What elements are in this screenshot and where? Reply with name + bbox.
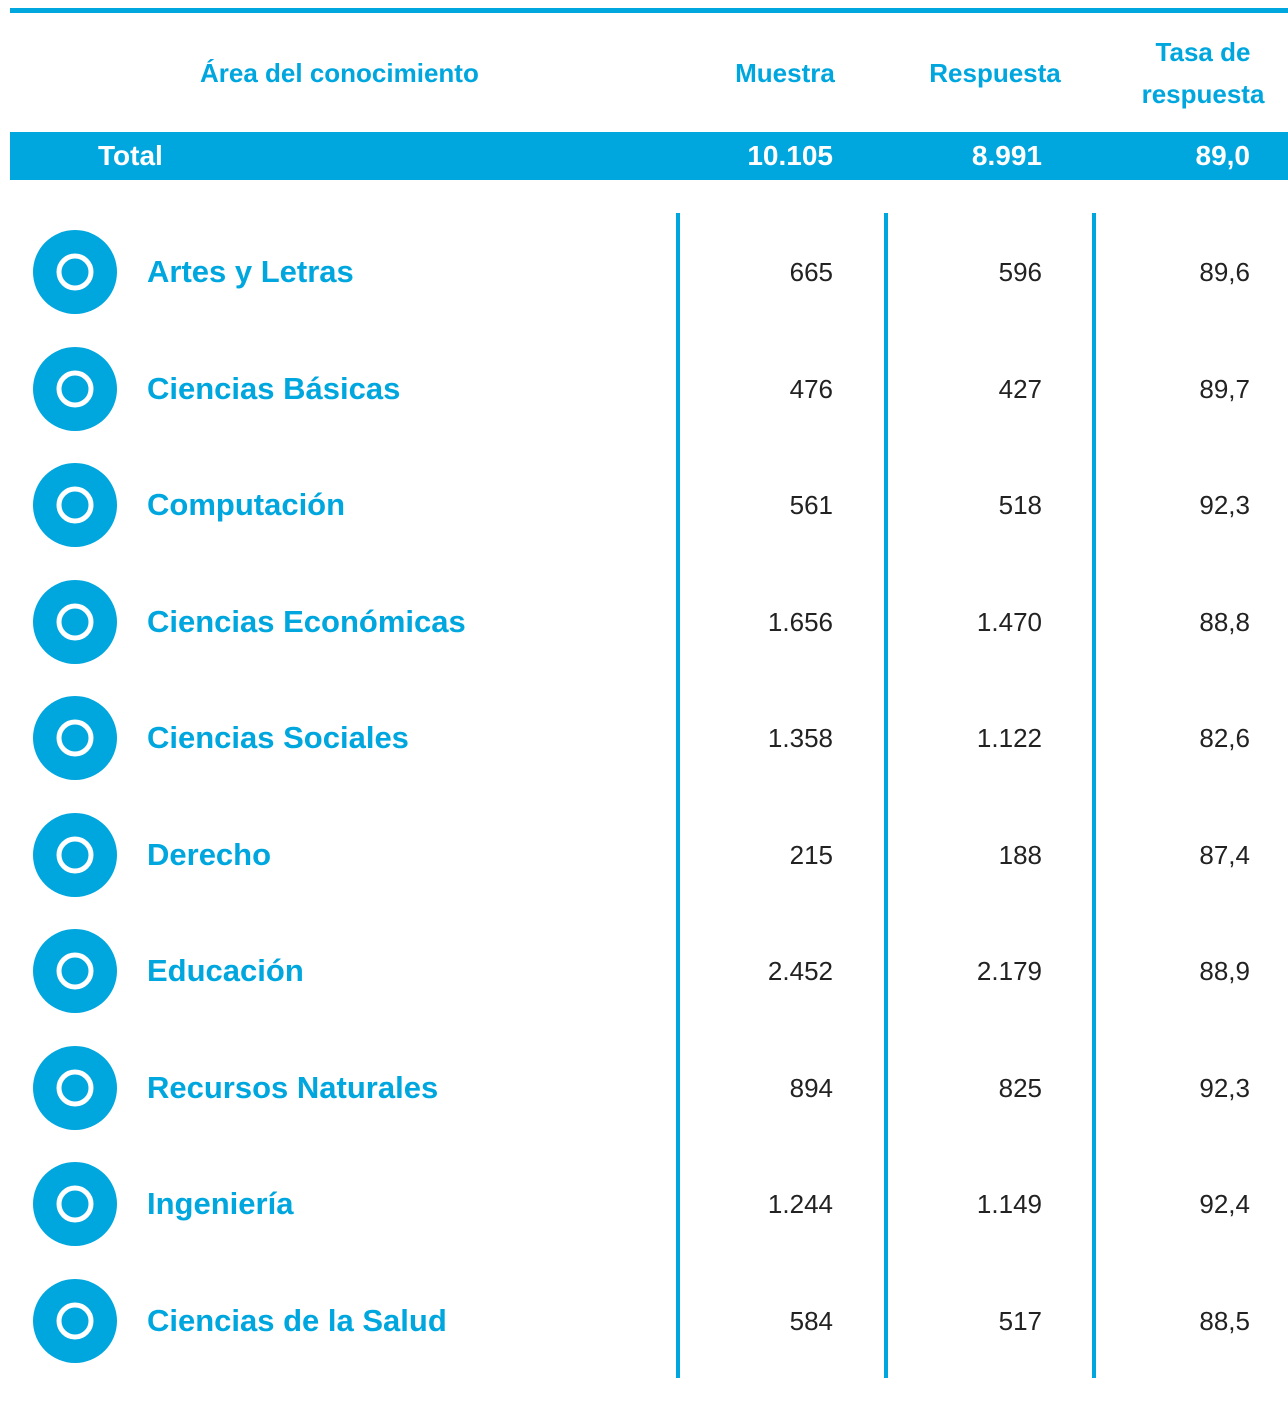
cell-value: 92,3 [1199, 490, 1250, 520]
column-rule [676, 213, 680, 1378]
area-name: Ciencias de la Salud [147, 1302, 447, 1338]
area-name: Ciencias Sociales [147, 720, 409, 755]
area-icon [33, 1045, 117, 1130]
cell-value: 596 [998, 257, 1042, 287]
cell-value: 825 [998, 1072, 1042, 1103]
total-value: 8.991 [971, 140, 1042, 171]
cell-value: 1.358 [767, 723, 833, 753]
top-rule [10, 8, 1288, 13]
cell-value: 82,6 [1199, 723, 1250, 753]
header-muestra: Muestra [735, 58, 835, 88]
area-icon [33, 1162, 117, 1246]
column-rule [884, 213, 888, 1378]
total-value: 10.105 [747, 140, 833, 171]
cell-value: 517 [998, 1305, 1042, 1336]
area-icon [33, 346, 117, 431]
total-value: 89,0 [1195, 140, 1251, 171]
area-icon [33, 230, 117, 314]
cell-value: 88,9 [1199, 956, 1250, 986]
total-label: Total [98, 140, 163, 171]
area-name: Derecho [147, 836, 272, 872]
cell-value: 1.122 [976, 723, 1042, 753]
cell-value: 1.149 [976, 1189, 1042, 1219]
cell-value: 1.656 [767, 606, 833, 637]
area-icon [33, 696, 117, 780]
cell-value: 2.452 [767, 956, 833, 986]
cell-value: 2.179 [976, 956, 1042, 986]
header-respuesta: Respuesta [929, 58, 1061, 88]
cell-value: 584 [789, 1305, 833, 1336]
cell-value: 518 [998, 490, 1042, 520]
cell-value: 215 [789, 839, 833, 870]
area-name: Ciencias Económicas [147, 603, 466, 639]
cell-value: 561 [789, 490, 833, 520]
cell-value: 427 [998, 373, 1042, 404]
cell-value: 894 [789, 1072, 833, 1103]
header-area: Área del conocimiento [200, 58, 479, 88]
cell-value: 89,6 [1199, 257, 1250, 287]
cell-value: 88,8 [1199, 606, 1250, 637]
cell-value: 92,3 [1199, 1072, 1250, 1103]
area-icon [33, 812, 117, 897]
cell-value: 188 [998, 839, 1042, 870]
cell-value: 1.244 [767, 1189, 833, 1219]
area-name: Artes y Letras [147, 254, 354, 289]
cell-value: 92,4 [1199, 1189, 1250, 1219]
cell-value: 87,4 [1199, 839, 1250, 870]
cell-value: 88,5 [1199, 1305, 1250, 1336]
column-rule [1092, 213, 1096, 1378]
area-icon [33, 579, 117, 664]
total-bar [10, 132, 1288, 180]
cell-value: 1.470 [976, 606, 1042, 637]
area-icon [33, 929, 117, 1013]
cell-value: 476 [789, 373, 833, 404]
cell-value: 665 [789, 257, 833, 287]
area-name: Recursos Naturales [147, 1069, 439, 1105]
area-icon [33, 463, 117, 547]
cell-value: 89,7 [1199, 373, 1250, 404]
area-icon [33, 1278, 117, 1363]
area-name: Educación [147, 953, 304, 988]
header-tasa: Tasa de respuesta [1141, 37, 1265, 109]
area-name: Ingeniería [147, 1186, 294, 1221]
area-name: Computación [147, 487, 346, 522]
area-name: Ciencias Básicas [147, 370, 401, 406]
